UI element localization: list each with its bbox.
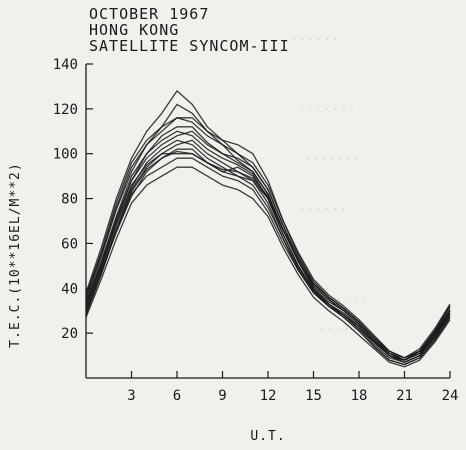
svg-text:. . . . . .: . . . . . .: [300, 199, 345, 214]
y-tick-label: 120: [53, 102, 78, 118]
axes: [85, 64, 450, 379]
y-axis-ticks: 20 40 60 80 100 120 140: [53, 57, 93, 342]
series-line-3: [85, 90, 451, 359]
x-axis-ticks: 3 6 9 12 15 18 21 24: [127, 371, 458, 404]
x-tick-label: 6: [173, 388, 181, 404]
y-tick-label: 20: [61, 326, 78, 342]
svg-text:. . . . . . .: . . . . . . .: [305, 149, 359, 164]
chart-title: OCTOBER 1967 HONG KONG SATELLITE SYNCOM-…: [89, 5, 290, 55]
series-line-4: [85, 130, 451, 363]
title-line-month: OCTOBER 1967: [89, 5, 209, 23]
svg-text:. . . . . . .: . . . . . . .: [300, 99, 354, 114]
series-line-6: [85, 117, 451, 359]
x-tick-label: 24: [442, 388, 459, 404]
x-tick-label: 18: [351, 388, 368, 404]
series-line-7: [85, 166, 451, 368]
x-tick-label: 21: [396, 388, 413, 404]
series-line-1: [85, 126, 451, 361]
series-line-8: [85, 130, 451, 363]
bleed-through-texture: . . . . . . . . . . . . . . . . . . . . …: [292, 29, 365, 334]
y-tick-label: 140: [53, 57, 78, 73]
y-axis-label: T.E.C.(10**16EL/M**2): [8, 162, 23, 347]
y-tick-label: 100: [53, 147, 78, 163]
series-line-12: [85, 117, 451, 361]
series-lines: [85, 90, 451, 368]
svg-text:. . . . . .: . . . . . .: [320, 289, 365, 304]
title-line-location: HONG KONG: [89, 21, 179, 39]
y-tick-label: 60: [61, 236, 78, 252]
x-tick-label: 15: [305, 388, 322, 404]
y-tick-label: 80: [61, 192, 78, 208]
x-axis-label: U.T.: [250, 429, 285, 444]
y-tick-label: 40: [61, 281, 78, 297]
x-tick-label: 9: [218, 388, 226, 404]
series-line-14: [85, 150, 451, 359]
x-tick-label: 3: [127, 388, 135, 404]
svg-text:. . . . .: . . . . .: [320, 319, 357, 334]
svg-text:. . . . . .: . . . . . .: [292, 29, 337, 44]
series-line-13: [85, 153, 451, 361]
x-tick-label: 12: [260, 388, 277, 404]
title-line-satellite: SATELLITE SYNCOM-III: [89, 37, 290, 55]
